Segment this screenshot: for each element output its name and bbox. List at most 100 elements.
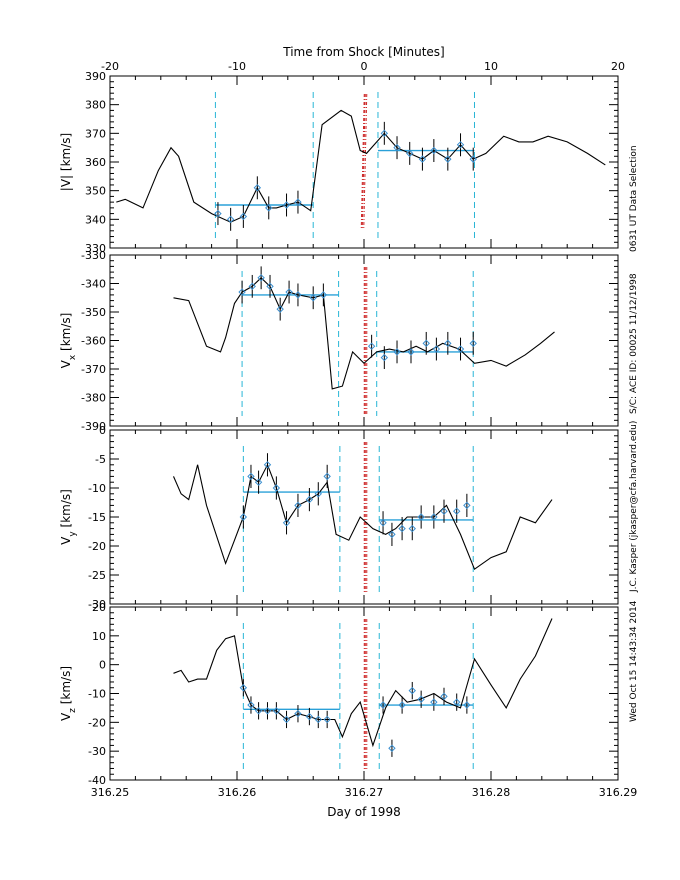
top-tick-label: -10 [228, 60, 246, 73]
data-marker [380, 353, 389, 362]
data-marker [456, 345, 465, 353]
data-marker [239, 684, 248, 692]
y-tick-label: 360 [85, 156, 106, 169]
data-marker [453, 507, 461, 515]
y-tick-label: -10 [88, 482, 106, 495]
data-marker [418, 155, 427, 163]
y-tick-label: 390 [85, 70, 106, 83]
data-marker [393, 348, 401, 356]
data-marker [463, 501, 471, 510]
data-marker [309, 294, 317, 302]
panel-2-y-label: Vy [km/s] [59, 489, 78, 545]
data-marker [266, 282, 274, 291]
y-tick-label: -360 [81, 335, 106, 348]
y-tick-label: -20 [88, 716, 106, 729]
data-marker [272, 707, 281, 715]
data-marker [379, 519, 387, 527]
data-marker [432, 345, 441, 353]
y-tick-label: -390 [81, 420, 106, 433]
data-marker [305, 712, 314, 721]
data-marker [456, 141, 465, 149]
data-marker [444, 339, 452, 348]
data-marker [319, 291, 328, 299]
data-marker [323, 715, 331, 724]
y-tick-label: -30 [88, 745, 106, 758]
shock-line [363, 93, 368, 229]
data-marker [430, 513, 438, 521]
data-marker [408, 686, 416, 695]
data-marker [440, 507, 448, 515]
y-tick-label: -370 [81, 363, 106, 376]
data-marker [282, 715, 291, 724]
data-marker [263, 461, 272, 469]
side-text-3: Wed Oct 15 14:43:34 2014 [629, 600, 639, 722]
series-line [116, 109, 606, 223]
top-tick-label: 0 [361, 60, 368, 73]
data-marker [314, 490, 322, 498]
data-marker [272, 484, 281, 492]
top-tick-label: 10 [484, 60, 498, 73]
y-tick-label: 370 [85, 127, 106, 140]
y-tick-label: 330 [85, 242, 106, 255]
x-tick-label: 316.25 [91, 786, 130, 799]
data-marker [294, 709, 302, 718]
y-tick-label: -25 [88, 569, 106, 582]
data-marker [257, 274, 265, 282]
x-tick-label: 316.28 [472, 786, 511, 799]
data-marker [294, 501, 302, 510]
data-marker [406, 149, 414, 158]
top-tick-label: 20 [611, 60, 625, 73]
top-tick-label: -20 [101, 60, 119, 73]
y-tick-label: -350 [81, 306, 106, 319]
data-marker [314, 715, 322, 724]
panel-0-y-label: |V| [km/s] [59, 133, 73, 191]
data-marker [398, 701, 406, 709]
data-marker [444, 155, 452, 163]
data-marker [407, 348, 415, 356]
data-marker [430, 698, 438, 706]
data-marker [417, 513, 425, 521]
data-marker [367, 342, 376, 350]
data-marker [282, 201, 291, 209]
data-marker [294, 198, 302, 206]
data-marker [254, 707, 263, 715]
y-tick-label: -40 [88, 774, 106, 787]
data-marker [247, 701, 255, 709]
y-tick-label: -340 [81, 278, 106, 291]
data-marker [226, 215, 235, 224]
x-axis-label: Day of 1998 [327, 805, 400, 819]
data-marker [463, 701, 471, 709]
side-text-0: 0631 UT Data Selection [629, 145, 639, 252]
data-marker [305, 495, 314, 504]
y-tick-label: -10 [88, 688, 106, 701]
y-tick-label: -330 [81, 249, 106, 262]
y-tick-label: -15 [88, 511, 106, 524]
data-marker [239, 212, 248, 221]
y-tick-label: 350 [85, 185, 106, 198]
panel-3: -40 -30 -20 -10 0 10 20 Vz [km/s] [59, 601, 619, 787]
data-marker [422, 339, 430, 348]
data-marker [469, 155, 477, 163]
panel-1: -390 -380 -370 -360 -350 -340 -330 Vx [km/s] [59, 249, 619, 433]
side-annotations: 0631 UT Data Selection S/C: ACE ID: 0002… [629, 145, 639, 722]
data-marker [263, 707, 272, 715]
data-marker [276, 305, 284, 313]
y-tick-label: 20 [92, 601, 106, 614]
data-marker [282, 519, 291, 527]
side-text-1: S/C: ACE ID: 00025 11/12/1998 [629, 273, 639, 414]
data-marker [248, 282, 256, 291]
data-marker [380, 129, 389, 138]
y-tick-label: -30 [88, 598, 106, 611]
panel-3-y-label: Vz [km/s] [59, 666, 78, 721]
data-marker [398, 524, 406, 533]
series-line [173, 277, 555, 390]
y-tick-label: 0 [99, 424, 106, 437]
series-line [173, 618, 553, 748]
data-marker [430, 146, 438, 155]
data-marker [388, 744, 396, 752]
panel-2: -30 -25 -20 -15 -10 -5 0 Vy [km/s] [59, 424, 619, 611]
y-tick-label: -5 [95, 453, 106, 466]
data-marker [247, 472, 255, 481]
